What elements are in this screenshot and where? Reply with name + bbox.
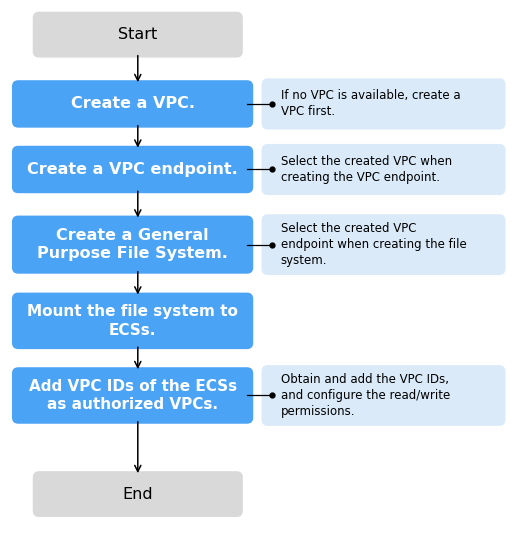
Text: End: End	[123, 487, 153, 502]
FancyBboxPatch shape	[12, 367, 253, 424]
Text: Create a General
Purpose File System.: Create a General Purpose File System.	[37, 228, 228, 262]
Text: Start: Start	[118, 27, 158, 42]
Text: Select the created VPC
endpoint when creating the file
system.: Select the created VPC endpoint when cre…	[281, 222, 466, 267]
FancyBboxPatch shape	[33, 471, 243, 517]
Text: If no VPC is available, create a
VPC first.: If no VPC is available, create a VPC fir…	[281, 90, 460, 118]
FancyBboxPatch shape	[12, 293, 253, 349]
Text: Obtain and add the VPC IDs,
and configure the read/write
permissions.: Obtain and add the VPC IDs, and configur…	[281, 373, 450, 418]
Text: Create a VPC endpoint.: Create a VPC endpoint.	[27, 162, 238, 177]
FancyBboxPatch shape	[12, 146, 253, 193]
Text: Add VPC IDs of the ECSs
as authorized VPCs.: Add VPC IDs of the ECSs as authorized VP…	[29, 378, 237, 413]
FancyBboxPatch shape	[262, 78, 505, 130]
FancyBboxPatch shape	[262, 144, 505, 195]
Text: Select the created VPC when
creating the VPC endpoint.: Select the created VPC when creating the…	[281, 155, 452, 184]
FancyBboxPatch shape	[12, 215, 253, 274]
FancyBboxPatch shape	[33, 12, 243, 58]
FancyBboxPatch shape	[262, 365, 505, 426]
FancyBboxPatch shape	[262, 214, 505, 275]
Text: Mount the file system to
ECSs.: Mount the file system to ECSs.	[27, 304, 238, 338]
Text: Create a VPC.: Create a VPC.	[71, 96, 194, 111]
FancyBboxPatch shape	[12, 80, 253, 127]
